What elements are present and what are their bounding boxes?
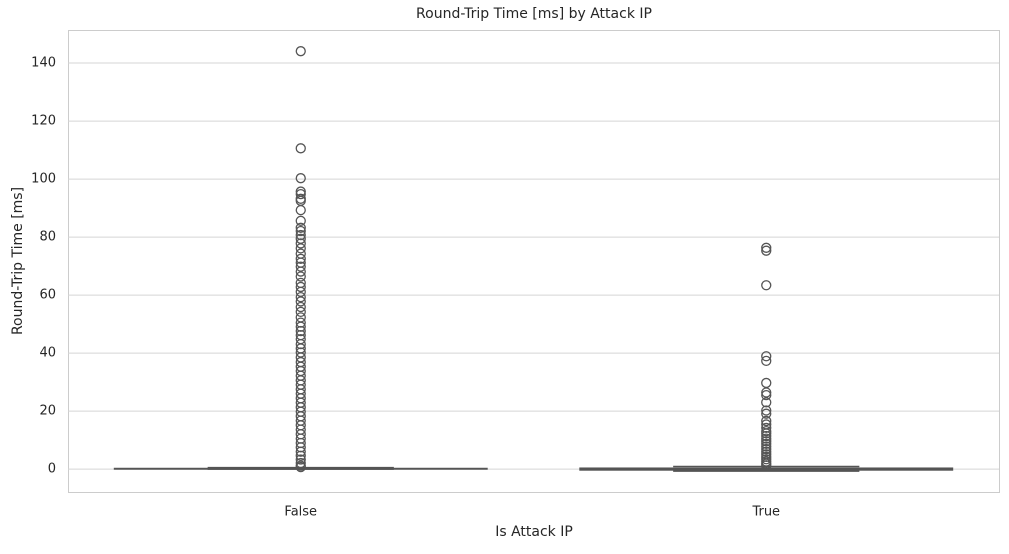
outlier [295, 173, 306, 184]
outlier [295, 46, 306, 57]
y-tick-label: 120 [31, 114, 56, 129]
outlier [761, 415, 772, 427]
outlier [761, 242, 772, 253]
outlier [761, 441, 772, 452]
y-tick-label: 140 [31, 56, 56, 71]
outlier [295, 266, 306, 277]
outlier [761, 389, 772, 401]
outlier [295, 301, 306, 313]
outlier [295, 243, 306, 254]
outlier [761, 377, 772, 389]
chart-title: Round-Trip Time [ms] by Attack IP [416, 6, 652, 22]
outlier [295, 253, 306, 264]
outlier [295, 325, 306, 337]
x-axis-label: Is Attack IP [495, 524, 573, 540]
outlier [295, 189, 306, 200]
outlier [295, 225, 306, 237]
outlier [295, 291, 306, 303]
outlier [295, 306, 306, 318]
y-tick-label: 60 [39, 288, 56, 303]
y-tick-label: 80 [39, 230, 56, 245]
y-tick-label: 0 [48, 462, 56, 477]
outlier [761, 460, 772, 471]
outlier [295, 296, 306, 307]
x-tick-label: True [751, 505, 780, 520]
outlier [295, 446, 306, 457]
outlier [761, 397, 772, 408]
outlier [761, 428, 772, 439]
outlier [761, 433, 772, 444]
outlier [295, 215, 306, 226]
y-tick-label: 40 [39, 346, 56, 361]
y-tick-label: 100 [31, 172, 56, 187]
y-tick-label: 20 [39, 404, 56, 419]
outlier [761, 387, 772, 398]
outlier [761, 438, 772, 450]
outlier [295, 261, 306, 272]
outlier [295, 450, 306, 461]
outlier [295, 457, 306, 469]
x-tick-label: False [284, 505, 317, 520]
y-axis-label: Round-Trip Time [ms] [10, 187, 26, 335]
outlier [761, 436, 772, 447]
outlier [761, 430, 772, 442]
outlier [295, 204, 306, 216]
outlier [295, 461, 306, 473]
outlier [295, 195, 306, 206]
outlier [295, 238, 306, 249]
outlier [295, 248, 306, 259]
outlier [761, 280, 772, 291]
outlier [761, 446, 772, 457]
outlier [295, 454, 306, 465]
outlier [295, 281, 306, 293]
outlier [761, 351, 772, 362]
outlier [761, 355, 772, 367]
outlier [761, 408, 772, 419]
outlier [761, 443, 772, 455]
outlier [295, 271, 306, 282]
outlier [761, 422, 772, 434]
outlier [761, 245, 772, 256]
plot-frame [68, 30, 1000, 493]
outlier [295, 312, 306, 323]
outlier [295, 222, 306, 233]
outlier [295, 143, 306, 154]
outlier [761, 405, 772, 416]
